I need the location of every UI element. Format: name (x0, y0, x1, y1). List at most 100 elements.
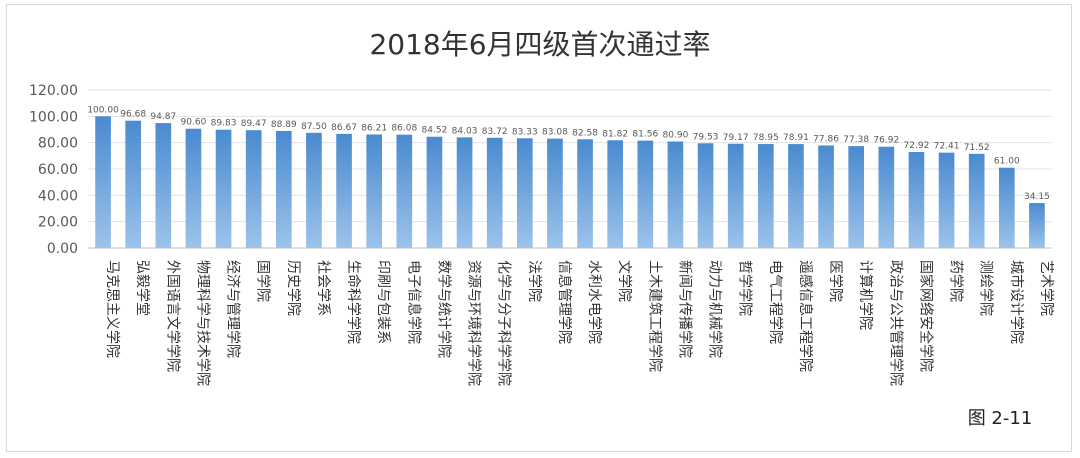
bar (788, 144, 804, 248)
x-tick-label: 法学院 (526, 260, 542, 302)
bar (697, 143, 714, 248)
x-tick-label: 文学院 (616, 260, 632, 302)
data-label: 89.83 (211, 119, 237, 129)
chart-frame (6, 4, 1072, 452)
x-tick-label: 国学院 (255, 260, 271, 302)
data-label: 88.89 (271, 120, 297, 130)
x-tick-label: 电气工程学院 (767, 260, 783, 344)
data-label: 96.68 (120, 110, 146, 120)
data-label: 84.52 (422, 126, 448, 136)
data-label: 79.17 (723, 133, 749, 143)
data-label: 81.56 (632, 130, 658, 140)
bar (998, 167, 1015, 248)
data-label: 100.00 (87, 105, 119, 115)
x-tick-label: 印刷与包装系 (375, 260, 391, 344)
data-label: 86.67 (331, 123, 357, 133)
data-label: 83.33 (512, 127, 538, 137)
bar (968, 153, 985, 248)
x-tick-label: 计算机学院 (857, 260, 873, 330)
bar (727, 143, 744, 248)
bar (757, 144, 774, 248)
bar (456, 137, 473, 248)
bar (637, 140, 654, 248)
data-label: 94.87 (150, 112, 176, 122)
x-axis-ticks: 马克思主义学院 弘毅学堂 外国语言文学学院 物理科学与技术学院 经济与管理学院 国学院 历史… (104, 260, 1054, 386)
bar (577, 139, 593, 248)
bar (275, 130, 292, 248)
y-tick-label: 100.00 (29, 109, 78, 125)
data-label: 79.53 (693, 132, 719, 142)
x-tick-label: 社会学系 (315, 260, 331, 316)
bar (306, 132, 322, 248)
data-label: 86.08 (391, 124, 417, 134)
bar (818, 145, 834, 248)
gridlines (88, 89, 1052, 249)
x-tick-label: 土木建筑工程学院 (646, 260, 662, 372)
y-tick-label: 120.00 (29, 83, 78, 99)
x-tick-label: 医学院 (827, 260, 843, 302)
x-tick-label: 化学与分子科学学院 (496, 260, 512, 386)
x-tick-label: 国家网络安全学院 (917, 260, 934, 372)
bar (516, 138, 533, 248)
data-label: 89.47 (241, 119, 267, 129)
bar (396, 134, 413, 248)
x-tick-label: 电子信息学院 (405, 260, 422, 344)
data-label: 77.38 (843, 135, 869, 145)
x-tick-label: 政治与公共管理学院 (887, 260, 903, 386)
bar (125, 120, 142, 248)
x-tick-label: 经济与管理学院 (225, 260, 241, 358)
data-label: 72.92 (904, 141, 930, 151)
bar (155, 123, 172, 248)
x-tick-label: 历史学院 (285, 260, 301, 316)
x-tick-label: 动力与机械学院 (707, 260, 723, 358)
bar (336, 133, 352, 248)
bar (1029, 203, 1045, 248)
data-label: 84.03 (452, 126, 478, 136)
bar (366, 134, 383, 248)
data-label: 90.60 (181, 118, 207, 128)
y-axis-ticks: 0.00 20.00 40.00 60.00 80.00 100.00 120.00 (29, 83, 78, 257)
x-tick-label: 哲学学院 (737, 260, 753, 316)
x-tick-label: 遥感信息工程学院 (797, 260, 814, 372)
x-tick-label: 资源与环境科学学院 (466, 260, 482, 386)
x-tick-label: 马克思主义学院 (104, 260, 120, 358)
data-label: 77.86 (813, 134, 839, 144)
y-tick-label: 0.00 (47, 241, 78, 257)
bar (938, 152, 955, 248)
bar (607, 140, 624, 248)
x-tick-label: 新闻与传播学院 (676, 260, 692, 358)
y-tick-label: 20.00 (38, 215, 78, 231)
figure-label: 图 2-11 (968, 408, 1033, 429)
bar (486, 137, 503, 248)
data-label: 78.95 (753, 133, 779, 143)
bar (426, 136, 443, 248)
y-tick-label: 60.00 (38, 162, 78, 178)
bars (95, 116, 1045, 248)
x-tick-label: 城市设计学院 (1008, 260, 1025, 344)
data-label: 83.72 (482, 127, 508, 137)
data-label: 87.50 (301, 122, 327, 132)
chart-title: 2018年6月四级首次通过率 (369, 28, 710, 61)
data-label: 81.82 (602, 129, 628, 139)
x-tick-label: 信息管理学院 (556, 260, 573, 344)
data-label: 71.52 (964, 143, 990, 153)
data-label: 34.15 (1024, 192, 1050, 202)
data-label: 76.92 (873, 136, 899, 146)
data-label: 72.41 (934, 142, 960, 152)
x-tick-label: 物理科学与技术学院 (194, 260, 210, 386)
data-label: 82.58 (572, 128, 598, 138)
x-tick-label: 弘毅学堂 (134, 260, 151, 316)
data-label: 61.00 (994, 157, 1020, 167)
bar (848, 146, 865, 248)
data-label: 83.08 (542, 128, 568, 138)
data-label: 78.91 (783, 133, 809, 143)
bar (95, 116, 111, 248)
data-label: 80.90 (663, 130, 689, 140)
x-tick-label: 药学院 (948, 260, 964, 302)
bar (908, 151, 925, 248)
bar (878, 146, 895, 248)
x-tick-label: 水利水电学院 (586, 260, 602, 344)
x-tick-label: 测绘学院 (978, 260, 994, 316)
data-labels: 100.00 96.68 94.87 90.60 89.83 89.47 88.89 87.5… (87, 105, 1050, 202)
